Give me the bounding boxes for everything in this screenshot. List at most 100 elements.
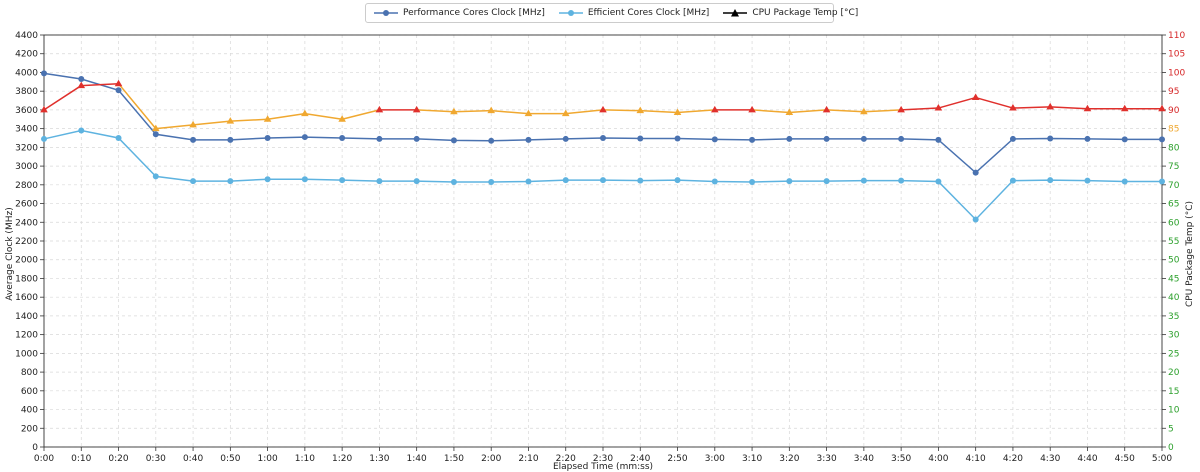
data-point-temp (711, 105, 719, 113)
data-point-performance (227, 136, 234, 143)
x-tick-label: 4:50 (1115, 454, 1135, 464)
series-line-temp-segment (602, 109, 641, 112)
x-tick-label: 2:50 (667, 454, 687, 464)
y-left-tick-label: 2000 (15, 256, 38, 266)
legend-item-temp[interactable]: CPU Package Temp [°C] (723, 8, 858, 18)
data-point-efficient (413, 178, 420, 185)
data-point-efficient (749, 179, 756, 186)
data-point-temp (450, 107, 458, 115)
data-point-efficient (972, 216, 979, 223)
x-tick-label: 4:40 (1077, 454, 1097, 464)
y-left-tick-label: 1200 (15, 331, 38, 341)
series-line-temp-segment (230, 118, 268, 122)
series-line-temp-segment (341, 109, 380, 121)
y-right-tick-label: 25 (1168, 349, 1179, 359)
series-line-temp-segment (938, 96, 976, 109)
y-axis-left-label: Average Clock (MHz) (5, 207, 15, 300)
data-point-efficient (674, 177, 681, 184)
data-point-temp (189, 120, 197, 128)
y-left-tick-label: 2800 (15, 181, 38, 191)
x-tick-label: 1:50 (444, 454, 464, 464)
legend-item-performance[interactable]: Performance Cores Clock [MHz] (374, 8, 545, 18)
legend-marker-performance (374, 10, 398, 16)
y-right-tick-label: 65 (1168, 200, 1179, 210)
y-right-tick-label: 40 (1168, 293, 1180, 303)
y-left-tick-label: 0 (32, 443, 38, 453)
x-tick-label: 4:30 (1040, 454, 1060, 464)
series-line-temp-segment (192, 120, 231, 126)
data-point-efficient (78, 127, 85, 134)
series-line-temp-segment (975, 96, 1014, 109)
data-point-efficient (711, 178, 718, 185)
y-right-tick-label: 50 (1168, 256, 1180, 266)
plot-frame (43, 34, 1163, 448)
y-left-tick-label: 2200 (15, 237, 38, 247)
data-point-performance (525, 136, 532, 143)
legend-label-performance: Performance Cores Clock [MHz] (403, 8, 545, 18)
data-point-efficient (786, 178, 793, 185)
x-tick-label: 2:30 (593, 454, 613, 464)
y-left-tick-label: 3000 (15, 162, 38, 172)
y-right-tick-label: 70 (1168, 181, 1180, 191)
data-point-performance (637, 135, 644, 142)
legend-item-efficient[interactable]: Efficient Cores Clock [MHz] (558, 8, 710, 18)
data-point-performance (674, 135, 681, 142)
y-right-tick-label: 5 (1168, 424, 1174, 434)
data-point-efficient (450, 179, 457, 186)
data-point-performance (115, 87, 122, 94)
x-tick-label: 2:40 (630, 454, 650, 464)
y-left-tick-label: 4400 (15, 31, 38, 41)
y-left-tick-label: 2600 (15, 200, 38, 210)
series-layer (40, 70, 1166, 223)
y-right-tick-label: 95 (1168, 87, 1179, 97)
data-point-performance (1084, 135, 1091, 142)
series-line-temp-segment (789, 109, 827, 114)
data-point-temp (1046, 102, 1054, 110)
data-point-temp (263, 115, 272, 122)
data-point-performance (898, 135, 905, 142)
data-point-performance (1121, 136, 1128, 143)
legend-label-temp: CPU Package Temp [°C] (752, 8, 859, 18)
data-point-efficient (562, 177, 569, 184)
x-tick-label: 3:10 (742, 454, 762, 464)
data-point-efficient (1009, 177, 1016, 184)
x-tick-label: 1:10 (295, 454, 315, 464)
legend: Performance Cores Clock [MHz] Efficient … (365, 3, 858, 23)
legend-label-efficient: Efficient Cores Clock [MHz] (587, 8, 710, 18)
data-point-temp (1083, 104, 1092, 112)
data-point-temp (860, 107, 868, 115)
data-point-temp (934, 104, 943, 111)
series-line-temp-segment (155, 124, 194, 130)
data-point-efficient (823, 178, 830, 185)
series-line-temp-segment (1050, 106, 1088, 110)
y-left-tick-label: 1000 (15, 349, 38, 359)
data-point-performance (600, 135, 606, 141)
x-tick-label: 0:40 (183, 454, 203, 464)
data-point-temp (412, 105, 421, 113)
data-point-efficient (637, 177, 644, 184)
y-left-tick-label: 3600 (15, 106, 38, 116)
data-point-performance (339, 135, 346, 141)
series-line-temp-segment (901, 107, 939, 111)
y-left-tick-label: 400 (21, 406, 38, 416)
x-tick-label: 1:40 (407, 454, 427, 464)
series-line-temp-segment (826, 109, 864, 113)
legend-marker-efficient (558, 10, 583, 16)
data-point-efficient (152, 173, 159, 180)
series-line-temp-segment (117, 83, 157, 130)
data-point-temp (40, 105, 48, 113)
x-tick-label: 1:20 (332, 454, 352, 464)
data-point-temp (152, 124, 160, 132)
data-point-performance (78, 76, 85, 83)
data-point-efficient (264, 176, 271, 183)
data-point-performance (1159, 136, 1165, 143)
series-line-temp-segment (640, 109, 678, 114)
y-right-tick-label: 80 (1168, 143, 1180, 153)
x-tick-label: 2:10 (518, 454, 538, 464)
data-point-performance (860, 135, 867, 142)
series-line-temp-segment (267, 112, 305, 121)
data-point-temp (77, 81, 86, 89)
y-left-tick-label: 3800 (15, 87, 38, 97)
data-point-efficient (860, 177, 867, 184)
